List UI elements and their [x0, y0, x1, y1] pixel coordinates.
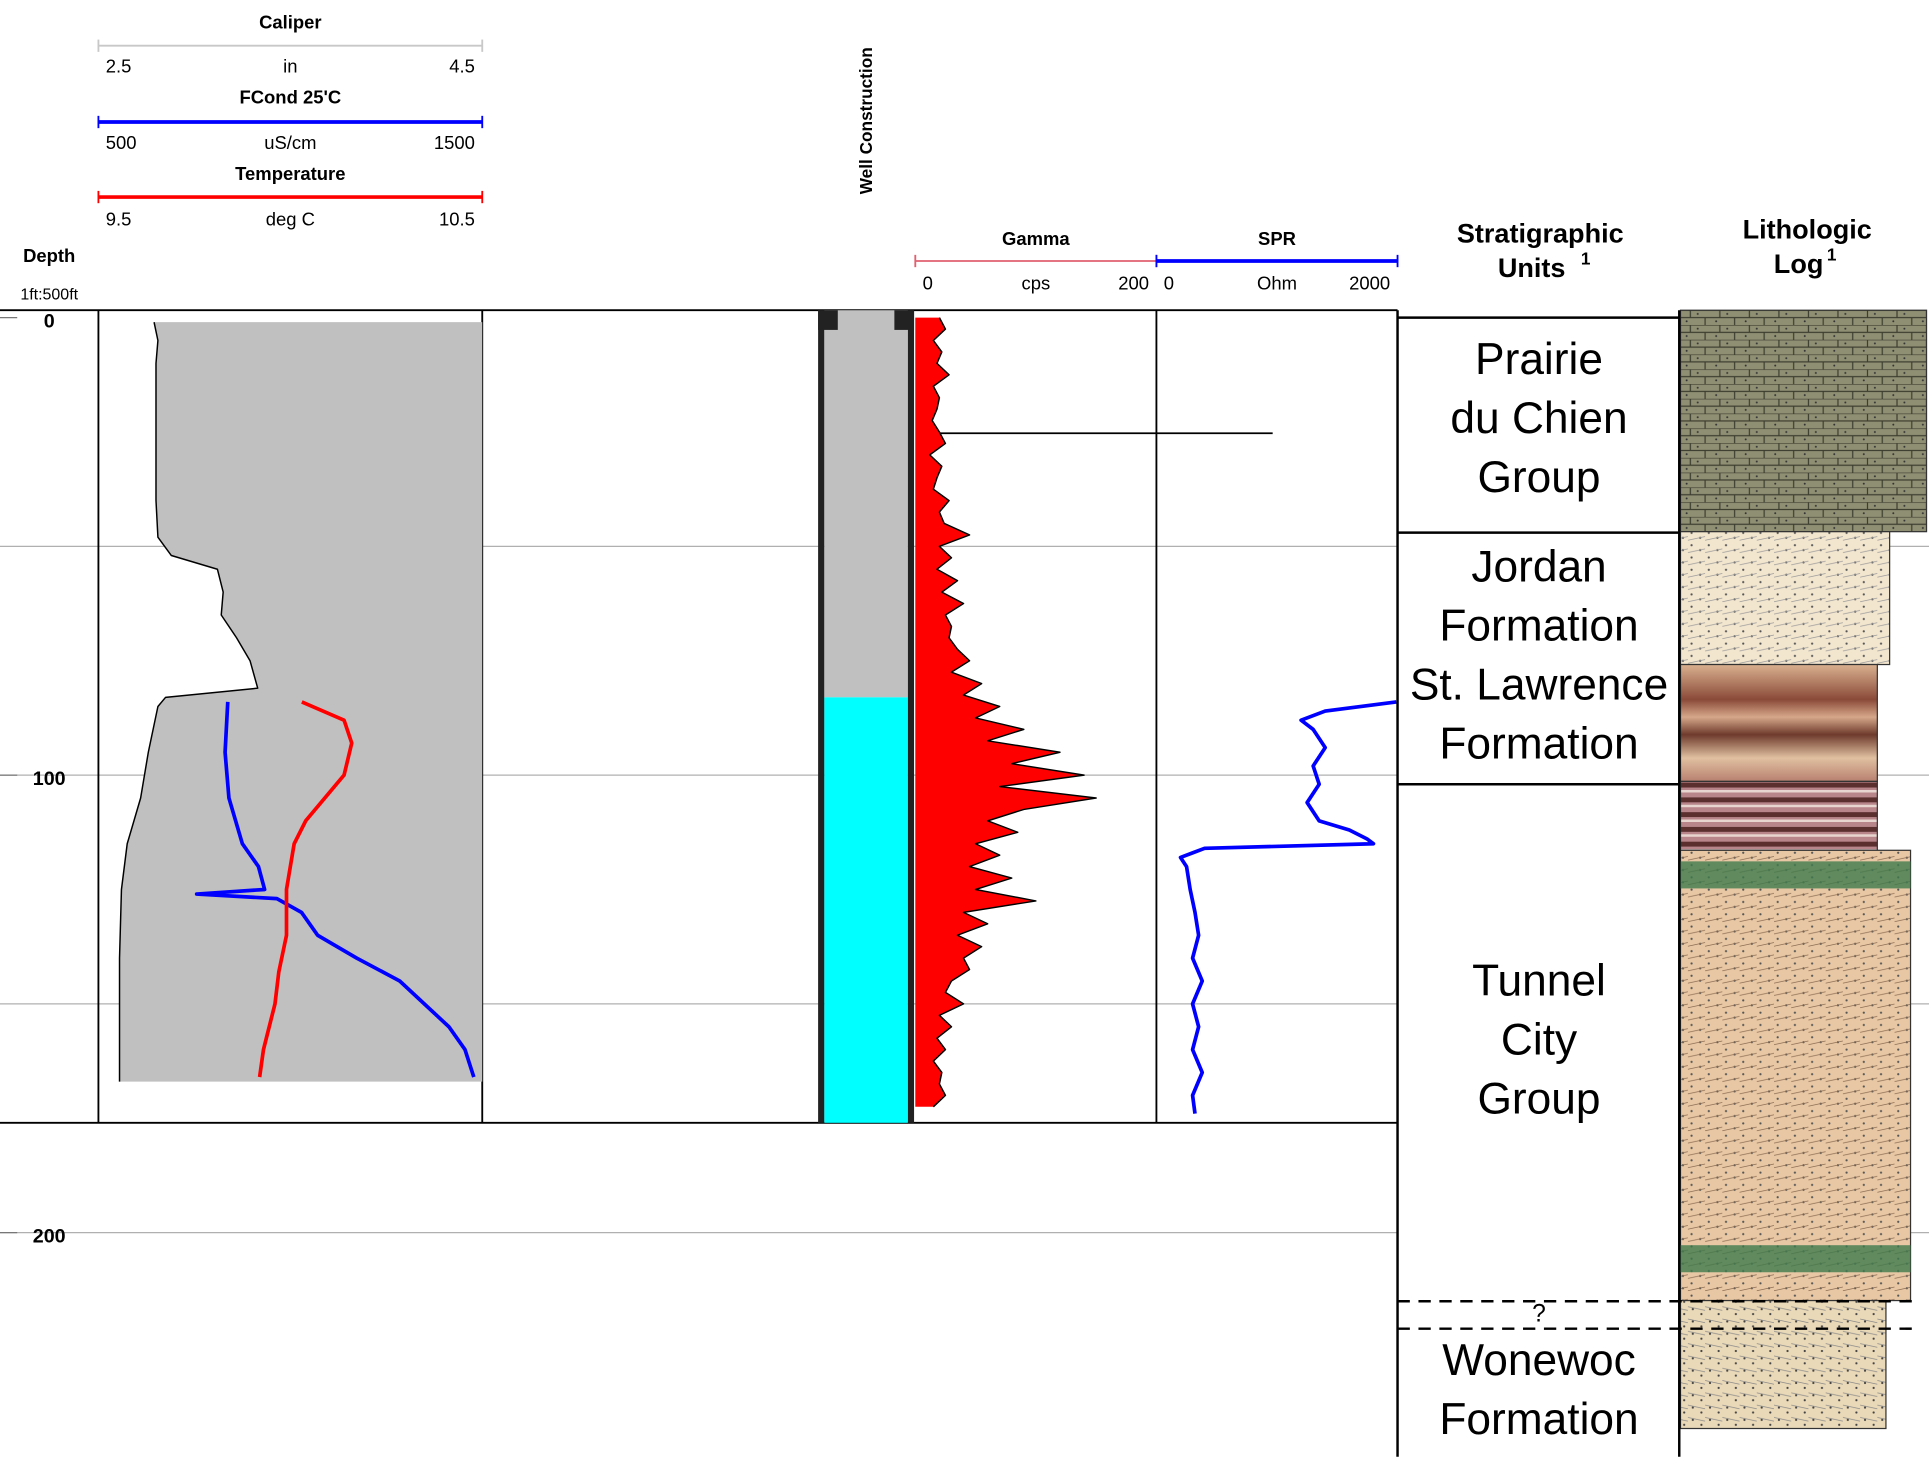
units-title: Units	[1498, 253, 1566, 283]
curve-title: Gamma	[1002, 228, 1070, 249]
well-wall	[818, 310, 825, 1123]
litho-sandstone	[1679, 531, 1891, 666]
curve-line	[929, 317, 1097, 1108]
well-construction-title: Well Construction	[856, 47, 876, 194]
unit-name: City	[1501, 1015, 1578, 1064]
y-tick-label: 200	[33, 1226, 66, 1248]
curve-unit: cps	[1022, 272, 1051, 293]
curve-title: Caliper	[259, 11, 322, 32]
x-tick-label: 500	[106, 132, 137, 153]
litho-title: Lithologic	[1743, 215, 1872, 245]
curve-unit: Ohm	[1257, 272, 1297, 293]
curve-fill	[119, 322, 483, 1082]
litho-title: Log	[1774, 249, 1824, 279]
units-column	[1397, 310, 1680, 1457]
unit-name: Prairie	[1475, 335, 1603, 384]
unit-name: Group	[1478, 1075, 1601, 1124]
curve-line	[194, 701, 476, 1078]
litho-glauconitic-sandstone	[1679, 849, 1912, 1302]
x-tick-label: 4.5	[449, 56, 475, 77]
curve-unit: uS/cm	[264, 132, 316, 153]
unit-name: Formation	[1439, 1395, 1638, 1444]
unit-name: ?	[1532, 1300, 1546, 1327]
litho-note: 1	[1827, 245, 1837, 265]
curve-unit: deg C	[266, 208, 315, 229]
x-tick-label: 0	[1164, 272, 1174, 293]
unit-name: Tunnel	[1472, 956, 1606, 1005]
x-tick-label: 200	[1118, 272, 1149, 293]
unit-name: Formation	[1439, 602, 1638, 651]
curve-fill	[915, 317, 1097, 1107]
casing	[824, 310, 908, 698]
well-wall	[907, 310, 915, 1123]
curve-line	[118, 322, 259, 1082]
open-screen	[824, 697, 908, 1123]
x-tick-label: 2000	[1349, 272, 1390, 293]
unit-name: Formation	[1439, 720, 1638, 769]
x-tick-label: 10.5	[439, 208, 475, 229]
unit-name: Jordan	[1471, 543, 1606, 592]
x-tick-label: 0	[923, 272, 933, 293]
curve-line	[1178, 700, 1397, 1114]
well-cap	[818, 310, 838, 330]
unit-name: Wonewoc	[1442, 1336, 1636, 1385]
depth-scale: 1ft:500ft	[20, 287, 78, 304]
unit-name: St. Lawrence	[1410, 661, 1668, 710]
unit-name: Group	[1478, 453, 1601, 502]
litho-dolomite	[1679, 309, 1928, 533]
litho-siltstone	[1679, 663, 1878, 783]
litho-glauconite-band	[1680, 861, 1911, 889]
units-note: 1	[1581, 248, 1591, 268]
lithologic-log	[1679, 309, 1928, 1430]
y-tick-label: 100	[33, 768, 66, 790]
x-tick-label: 9.5	[106, 208, 132, 229]
litho-glauconite-band	[1680, 1245, 1911, 1273]
curve-line	[257, 700, 354, 1078]
curve-unit: in	[283, 56, 297, 77]
curve-title: Temperature	[235, 163, 345, 184]
unit-name: du Chien	[1450, 394, 1627, 443]
litho-shale	[1679, 780, 1878, 851]
x-tick-label: 1500	[434, 132, 475, 153]
units-title: Stratigraphic	[1457, 218, 1624, 248]
x-tick-label: 2.5	[106, 56, 132, 77]
litho-sandstone	[1679, 1299, 1887, 1430]
y-tick-label: 0	[44, 311, 55, 333]
curve-title: FCond 25'C	[239, 86, 341, 107]
depth-label: Depth	[23, 245, 75, 266]
curve-title: SPR	[1258, 228, 1296, 249]
well-cap	[894, 310, 915, 330]
